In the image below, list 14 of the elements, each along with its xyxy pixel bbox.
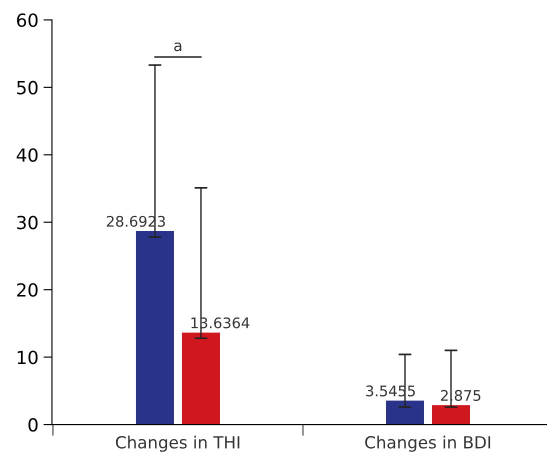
y-tick-label: 50 [17,80,38,94]
bar [386,400,424,425]
y-tick-label: 30 [17,216,38,230]
y-tick-label: 10 [18,350,38,364]
x-tick-label: Changes in THI [116,436,240,452]
y-tick-label: 40 [16,148,38,162]
y-tick-label: 20 [17,283,38,297]
x-tick-label: Changes in BDI [365,436,490,452]
bar [182,332,220,425]
annotation: a [174,42,182,52]
bar [432,405,470,425]
bar [136,231,174,425]
y-tick-label: 60 [17,13,38,28]
y-tick-label: 0 [28,418,38,432]
